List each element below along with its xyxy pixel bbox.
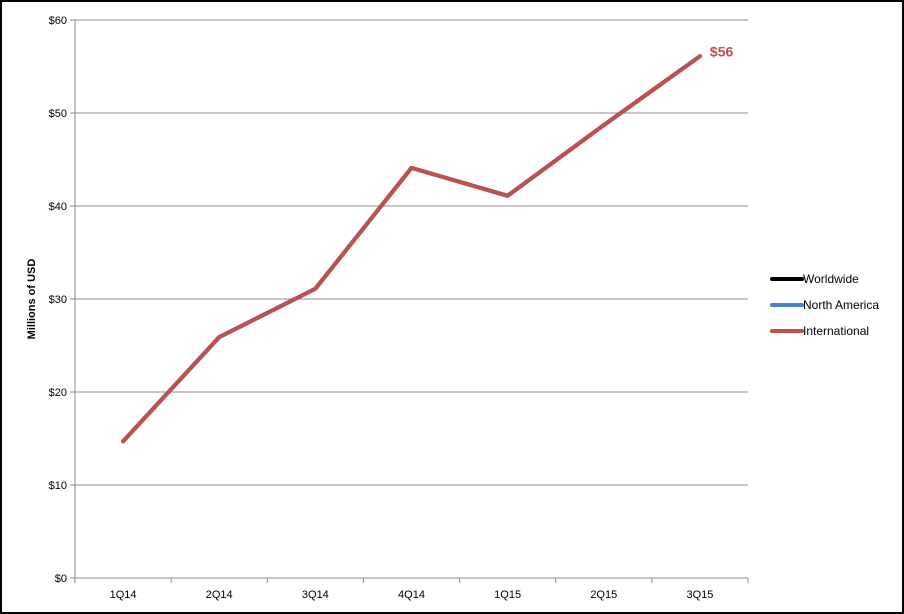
x-tick-label: 2Q15 — [590, 589, 617, 601]
y-tick-label: $50 — [49, 108, 67, 120]
series-line-international — [121, 54, 702, 444]
y-tick-label: $10 — [49, 480, 67, 492]
x-tick-labels: 1Q14 2Q14 3Q14 4Q14 1Q15 2Q15 3Q15 — [110, 589, 714, 601]
data-label: $56 — [710, 43, 734, 59]
y-tick-labels: $0 $10 $20 $30 $40 $50 $60 — [49, 15, 67, 585]
y-tick-label: $30 — [49, 294, 67, 306]
x-tick-label: 4Q14 — [398, 589, 425, 601]
x-tick-label: 2Q14 — [206, 589, 233, 601]
legend: Worldwide North America International — [770, 272, 879, 338]
axes — [70, 19, 749, 583]
x-tick-label: 1Q14 — [110, 589, 137, 601]
x-tick-label: 1Q15 — [494, 589, 521, 601]
series-line-worldwide — [121, 54, 702, 444]
series-lines — [121, 54, 702, 444]
y-tick-label: $0 — [55, 573, 67, 585]
annotations: $56 — [710, 43, 734, 59]
gridlines — [75, 19, 748, 486]
legend-label: Worldwide — [803, 272, 859, 286]
series-line-north-america — [121, 54, 702, 444]
y-tick-label: $40 — [49, 201, 67, 213]
x-tick-label: 3Q15 — [686, 589, 713, 601]
y-tick-label: $60 — [49, 15, 67, 27]
legend-label: North America — [803, 298, 879, 312]
legend-label: International — [803, 324, 869, 338]
y-axis-title: Millions of USD — [26, 259, 38, 340]
y-tick-label: $20 — [49, 387, 67, 399]
x-tick-label: 3Q14 — [302, 589, 329, 601]
